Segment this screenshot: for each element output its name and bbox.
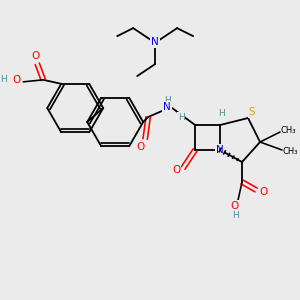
Text: O: O bbox=[12, 75, 20, 85]
Text: CH₃: CH₃ bbox=[280, 125, 296, 134]
Text: N: N bbox=[163, 102, 171, 112]
Text: H: H bbox=[178, 112, 184, 122]
Text: O: O bbox=[136, 142, 144, 152]
Text: H: H bbox=[232, 212, 238, 220]
Text: N: N bbox=[216, 145, 224, 155]
Text: O: O bbox=[230, 201, 238, 211]
Text: O: O bbox=[259, 187, 267, 197]
Text: H: H bbox=[218, 109, 224, 118]
Text: O: O bbox=[31, 51, 39, 61]
Text: N: N bbox=[151, 37, 159, 47]
Text: O: O bbox=[172, 165, 180, 175]
Text: S: S bbox=[249, 107, 255, 117]
Text: H: H bbox=[0, 75, 7, 84]
Text: H: H bbox=[164, 96, 170, 105]
Text: CH₃: CH₃ bbox=[282, 148, 298, 157]
